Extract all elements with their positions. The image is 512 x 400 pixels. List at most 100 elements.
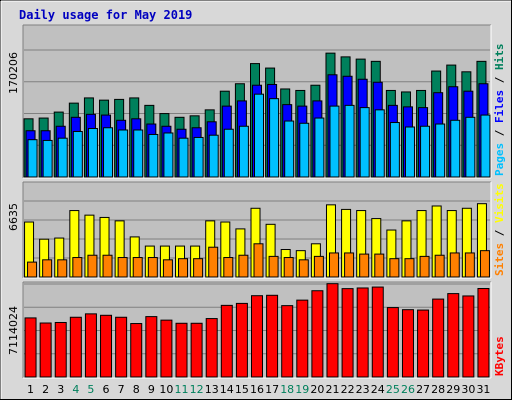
day-label-21: 21 — [325, 383, 339, 396]
bar-sites-day-12 — [193, 258, 204, 278]
bar-sites-day-22 — [344, 252, 355, 278]
bar-pages-day-2 — [42, 139, 53, 178]
legend-item-hits: Hits — [493, 44, 506, 71]
bar-kbytes-day-28 — [432, 298, 445, 378]
legend-item-pages: Pages — [493, 143, 506, 176]
bar-sites-day-29 — [449, 252, 460, 278]
bar-pages-day-20 — [314, 117, 325, 178]
legend-separator: / — [493, 223, 506, 243]
bar-sites-day-3 — [57, 259, 68, 278]
day-label-25: 25 — [386, 383, 400, 396]
bar-pages-day-8 — [133, 129, 144, 178]
bar-pages-day-13 — [208, 134, 219, 178]
bar-pages-day-28 — [435, 123, 446, 178]
legend-separator: / — [493, 123, 506, 143]
bar-kbytes-day-29 — [447, 293, 460, 378]
bar-sites-day-1 — [27, 261, 38, 278]
bar-kbytes-day-10 — [160, 319, 173, 378]
day-label-30: 30 — [461, 383, 475, 396]
bar-kbytes-day-6 — [100, 314, 113, 378]
bar-pages-day-15 — [238, 125, 249, 178]
bar-pages-day-22 — [344, 104, 355, 178]
bar-kbytes-day-22 — [341, 288, 354, 378]
y-max-label: 6635 — [7, 203, 20, 231]
bar-kbytes-day-19 — [296, 299, 309, 378]
bar-sites-day-24 — [374, 253, 385, 278]
bar-pages-day-25 — [389, 122, 400, 178]
bar-pages-day-17 — [269, 98, 280, 178]
bar-sites-day-6 — [102, 254, 113, 278]
day-label-22: 22 — [341, 383, 355, 396]
bar-kbytes-day-14 — [220, 304, 233, 378]
day-label-6: 6 — [103, 383, 110, 396]
bar-sites-day-7 — [117, 257, 128, 278]
day-label-28: 28 — [431, 383, 445, 396]
bar-kbytes-day-20 — [311, 290, 324, 378]
bar-sites-day-16 — [253, 243, 264, 278]
bar-sites-day-2 — [42, 259, 53, 278]
day-label-31: 31 — [476, 383, 490, 396]
bar-kbytes-day-24 — [371, 286, 384, 378]
bar-kbytes-day-15 — [235, 302, 248, 378]
day-label-19: 19 — [295, 383, 309, 396]
bar-kbytes-day-11 — [175, 322, 188, 378]
day-label-2: 2 — [42, 383, 49, 396]
bar-sites-day-14 — [223, 257, 234, 278]
bar-kbytes-day-13 — [205, 318, 218, 378]
day-label-27: 27 — [416, 383, 430, 396]
bar-kbytes-day-17 — [266, 294, 279, 378]
bar-pages-day-10 — [163, 132, 174, 178]
bar-pages-day-23 — [359, 107, 370, 178]
day-label-17: 17 — [265, 383, 279, 396]
bar-kbytes-day-16 — [251, 295, 263, 378]
bar-pages-day-19 — [299, 122, 310, 178]
bar-sites-day-13 — [208, 246, 219, 278]
bar-sites-day-19 — [298, 259, 309, 278]
bar-pages-day-3 — [57, 137, 68, 178]
day-label-1: 1 — [27, 383, 34, 396]
bar-pages-day-21 — [329, 105, 340, 178]
day-label-23: 23 — [356, 383, 370, 396]
legend-item-visits: Visits — [493, 183, 506, 223]
day-label-7: 7 — [118, 383, 125, 396]
bar-pages-day-27 — [420, 125, 431, 178]
legend-visits-sites: Sites / Visits — [493, 183, 506, 276]
chart-title: Daily usage for May 2019 — [19, 8, 192, 22]
bar-pages-day-26 — [404, 126, 415, 178]
day-label-16: 16 — [250, 383, 264, 396]
legend-item-files: Files — [493, 90, 506, 123]
bar-pages-day-11 — [178, 137, 189, 178]
bar-sites-day-10 — [162, 259, 173, 278]
day-label-3: 3 — [57, 383, 64, 396]
bar-pages-day-29 — [450, 119, 461, 178]
bar-pages-day-18 — [284, 120, 295, 178]
bar-pages-day-30 — [465, 116, 476, 178]
bar-sites-day-21 — [328, 252, 339, 278]
y-max-label: 7114024 — [7, 306, 20, 355]
day-label-5: 5 — [87, 383, 94, 396]
bar-sites-day-30 — [464, 252, 475, 278]
bar-sites-day-15 — [238, 254, 249, 278]
bar-kbytes-day-4 — [69, 316, 82, 378]
bar-sites-day-26 — [404, 258, 415, 278]
bar-sites-day-31 — [479, 250, 490, 278]
bar-pages-day-4 — [72, 130, 83, 178]
bar-pages-day-7 — [118, 129, 129, 178]
day-label-4: 4 — [72, 383, 79, 396]
day-label-8: 8 — [133, 383, 140, 396]
day-label-14: 14 — [220, 383, 234, 396]
bar-sites-day-11 — [178, 258, 189, 278]
day-label-11: 11 — [175, 383, 189, 396]
bar-sites-day-25 — [389, 258, 400, 278]
day-label-12: 12 — [190, 383, 204, 396]
bar-pages-day-9 — [148, 133, 159, 178]
bar-pages-day-24 — [374, 109, 385, 178]
legend-hits-files-pages: Pages / Files / Hits — [493, 44, 506, 177]
bar-sites-day-20 — [313, 255, 324, 278]
bar-kbytes-day-12 — [190, 322, 203, 378]
bar-sites-day-8 — [132, 257, 143, 278]
bar-kbytes-day-5 — [84, 313, 97, 378]
bar-pages-day-5 — [87, 127, 98, 178]
bar-sites-day-4 — [72, 257, 83, 278]
